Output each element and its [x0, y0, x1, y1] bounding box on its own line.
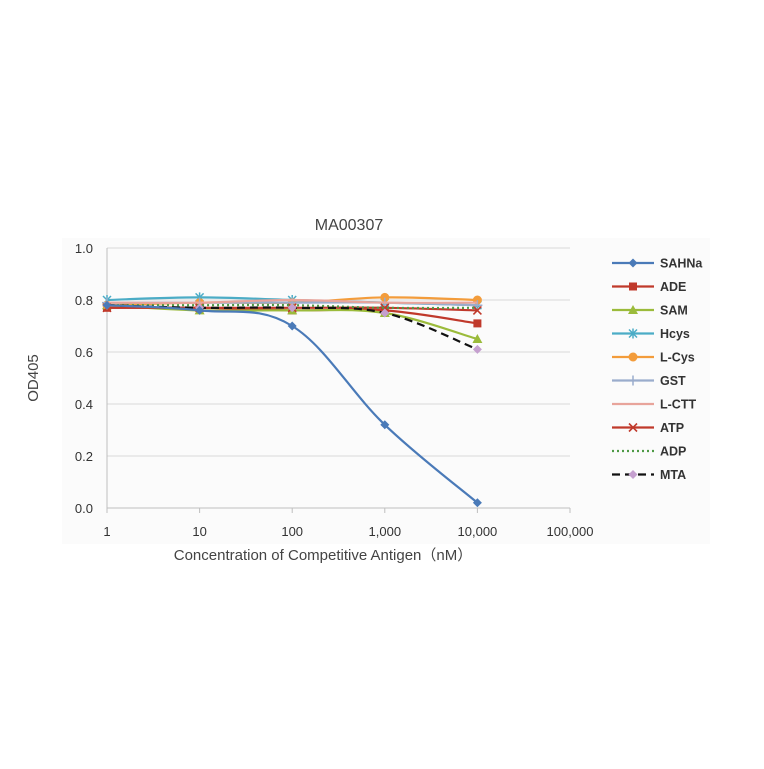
legend-marker — [628, 305, 638, 314]
legend-marker — [628, 328, 638, 339]
y-tick-label: 0.2 — [75, 449, 93, 464]
gridlines — [107, 247, 570, 457]
series-line — [106, 304, 479, 504]
data-point — [195, 305, 205, 315]
x-tick-label: 1,000 — [369, 524, 402, 539]
data-point — [380, 420, 390, 430]
legend-item-l-cys: L-Cys — [612, 351, 695, 365]
legend-item-ade: ADE — [612, 280, 686, 294]
legend-label: ATP — [660, 421, 684, 435]
chart-area-background — [62, 238, 710, 544]
data-point — [472, 305, 482, 315]
y-tick-label: 0.4 — [75, 397, 93, 412]
x-axis-title: Concentration of Competitive Antigen（nM） — [174, 547, 472, 564]
legend-item-atp: ATP — [612, 421, 684, 435]
legend-item-hcys: Hcys — [612, 327, 690, 341]
legend-label: SAHNa — [660, 257, 703, 271]
data-point — [472, 344, 482, 354]
data-point — [380, 292, 390, 302]
legend-label: ADP — [660, 445, 686, 459]
legend-marker — [628, 422, 638, 433]
y-tick-label: 0.0 — [75, 501, 93, 516]
legend-label: MTA — [660, 468, 686, 482]
x-tick-label: 100 — [281, 524, 303, 539]
y-tick-label: 1.0 — [75, 241, 93, 256]
legend-marker — [628, 352, 638, 362]
legend-label: SAM — [660, 304, 688, 318]
legend-label: Hcys — [660, 327, 690, 341]
legend-item-gst: GST — [612, 374, 686, 388]
x-tick-label: 10 — [192, 524, 206, 539]
series-line — [106, 298, 478, 304]
x-tick-label: 10,000 — [458, 524, 498, 539]
x-tick-label: 1 — [103, 524, 110, 539]
y-tick-label: 0.8 — [75, 293, 93, 308]
data-point — [472, 498, 482, 508]
legend-item-sam: SAM — [612, 304, 688, 318]
legend: SAHNa ADE SAM Hcys L-Cys GST L-CTT ATP ADP MTA — [612, 257, 703, 482]
series-sahna — [102, 300, 482, 508]
y-tick-label: 0.6 — [75, 345, 93, 360]
legend-label: ADE — [660, 280, 686, 294]
data-point — [473, 319, 482, 328]
data-point — [102, 300, 112, 310]
legend-marker — [629, 282, 637, 291]
legend-label: GST — [660, 374, 686, 388]
data-point — [380, 308, 390, 318]
legend-item-mta: MTA — [612, 468, 686, 482]
legend-label: L-CTT — [660, 398, 696, 412]
series-l-ctt — [106, 298, 478, 304]
legend-marker — [628, 258, 638, 268]
data-point — [287, 321, 297, 331]
legend-label: L-Cys — [660, 351, 695, 365]
x-tick-label: 100,000 — [547, 524, 594, 539]
legend-item-sahna: SAHNa — [612, 257, 703, 271]
series-group — [102, 292, 483, 508]
legend-marker — [628, 470, 638, 479]
data-point — [380, 303, 390, 313]
legend-item-adp: ADP — [612, 445, 686, 459]
legend-marker — [628, 375, 638, 386]
y-axis-title: OD405 — [25, 354, 42, 402]
axes: 0.0 0.2 0.4 0.6 0.8 1.0 1 10 100 1,000 10,000 100,0… — [75, 241, 594, 539]
legend-item-l-ctt: L-CTT — [612, 398, 696, 412]
data-point — [472, 334, 483, 343]
data-point — [287, 303, 297, 313]
chart-title: MA00307 — [315, 217, 384, 234]
